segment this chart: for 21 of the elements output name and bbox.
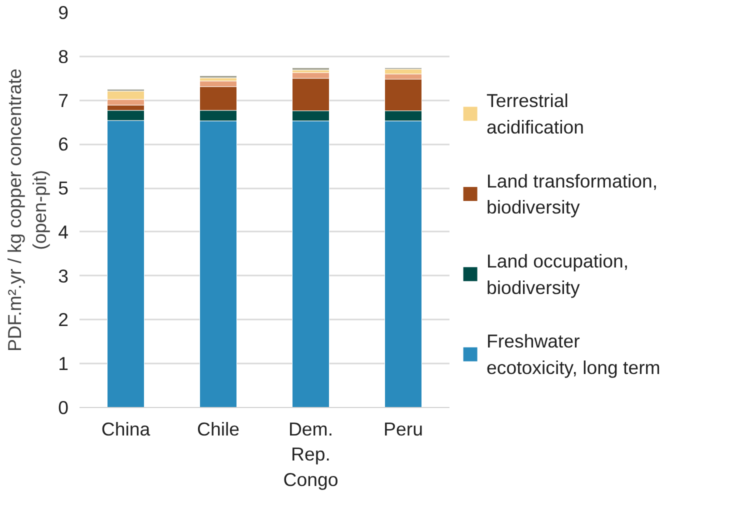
- legend-label: Land transformation, biodiversity: [486, 170, 658, 218]
- legend-label: Freshwater ecotoxicity, long term: [486, 330, 660, 378]
- y-tick-label: 7: [58, 90, 69, 111]
- x-tick-label: Dem. Rep. Congo: [283, 418, 338, 490]
- bar: [292, 68, 330, 70]
- y-tick-label: 4: [58, 221, 69, 242]
- x-tick-label: China: [101, 418, 151, 440]
- y-tick-label: 8: [58, 46, 69, 67]
- y-axis-title: PDF.m².yr / kg copper concentrate (open-pit): [4, 68, 50, 352]
- y-tick-label: 2: [58, 309, 69, 330]
- y-tick-label: 0: [58, 397, 69, 418]
- y-tick-label: 3: [58, 265, 69, 286]
- y-tick-label: 5: [58, 178, 69, 199]
- legend-label: Terrestrial acidification: [486, 90, 584, 138]
- y-tick-label: 6: [58, 134, 69, 155]
- legend-label: Land occupation, biodiversity: [486, 250, 629, 298]
- x-tick-label: Peru: [384, 418, 423, 440]
- x-tick-label: Chile: [196, 418, 240, 440]
- bar: [200, 75, 237, 78]
- y-tick-label: 1: [58, 353, 69, 374]
- y-tick-label: 9: [58, 2, 69, 23]
